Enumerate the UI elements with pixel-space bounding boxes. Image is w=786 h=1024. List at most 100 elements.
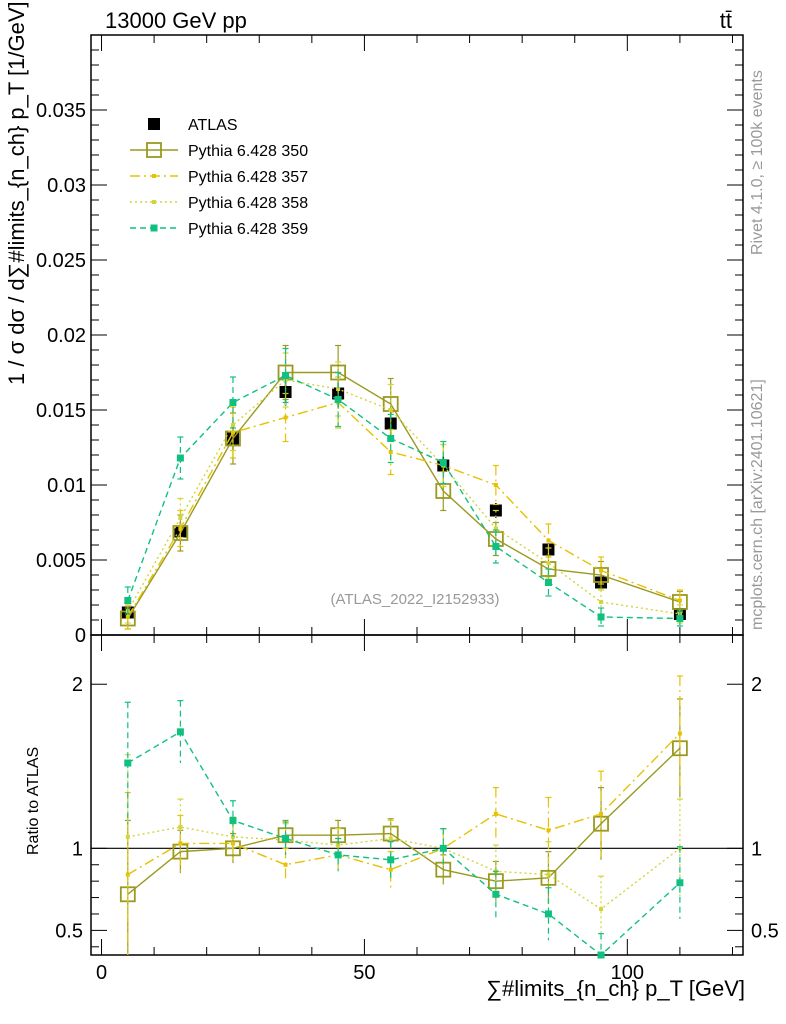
data-point bbox=[334, 396, 342, 403]
data-point bbox=[677, 598, 682, 603]
legend-label: Pythia 6.428 359 bbox=[188, 221, 308, 238]
data-point bbox=[283, 415, 288, 420]
analysis-reference-label: (ATLAS_2022_I2152933) bbox=[330, 591, 499, 608]
legend-marker bbox=[146, 142, 162, 158]
ratio-tick-label: 0.5 bbox=[751, 920, 779, 942]
data-point bbox=[124, 597, 132, 604]
ratio-point bbox=[176, 728, 184, 736]
data-point bbox=[230, 423, 235, 427]
ratio-point bbox=[546, 828, 551, 833]
data-point bbox=[492, 543, 500, 550]
chart-title-right: tt̄ bbox=[720, 8, 732, 33]
legend-item: ATLAS bbox=[148, 117, 238, 134]
legend-item: Pythia 6.428 357 bbox=[130, 169, 308, 186]
x-axis-label: ∑#limits_{n_ch} p_T [GeV] bbox=[486, 976, 745, 1001]
ratio-point bbox=[493, 811, 498, 816]
ratio-point bbox=[492, 890, 500, 898]
data-point bbox=[493, 526, 498, 531]
data-point bbox=[546, 538, 551, 543]
y-tick-label: 0.01 bbox=[47, 475, 86, 497]
data-point bbox=[125, 615, 130, 619]
x-tick-label: 50 bbox=[353, 962, 375, 984]
data-point bbox=[599, 568, 604, 573]
y-tick-label: 0.015 bbox=[36, 400, 86, 422]
data-point bbox=[387, 435, 395, 442]
data-point bbox=[336, 387, 341, 391]
ratio-point bbox=[225, 840, 241, 857]
main-y-axis-label: 1 / σ dσ / d∑#limits_{n_ch} p_T [1/GeV] bbox=[4, 1, 29, 385]
series-line bbox=[127, 401, 681, 618]
data-point bbox=[599, 600, 604, 604]
ratio-point bbox=[599, 907, 604, 912]
y-tick-label: 0.03 bbox=[47, 175, 86, 197]
legend-marker bbox=[152, 174, 156, 178]
data-point bbox=[230, 430, 235, 435]
legend-label: Pythia 6.428 350 bbox=[188, 143, 308, 160]
ratio-point bbox=[387, 856, 395, 864]
legend-item: Pythia 6.428 350 bbox=[130, 142, 308, 160]
ratio-series-line bbox=[127, 747, 681, 895]
data-point bbox=[388, 450, 393, 454]
ratio-point bbox=[439, 844, 447, 852]
ratio-plot-frame bbox=[90, 634, 744, 956]
ratio-point bbox=[388, 836, 393, 841]
series-pythia-6-428-358 bbox=[124, 352, 683, 942]
main-axis-ticks: 0 0.005 0.01 0.015 0.02 0.025 0.03 0.035 bbox=[36, 35, 743, 647]
ratio-point bbox=[544, 910, 552, 918]
y-tick-label: 0.035 bbox=[36, 100, 86, 122]
ratio-tick-label: 1 bbox=[751, 838, 762, 860]
legend-marker bbox=[152, 200, 156, 204]
data-point bbox=[544, 579, 552, 586]
ratio-axis-ticks: 0 50 100 0.5 0.5 1 1 2 2 bbox=[55, 635, 779, 984]
ratio-tick-label: 2 bbox=[751, 674, 762, 696]
x-tick-label: 0 bbox=[96, 962, 107, 984]
data-point bbox=[178, 516, 183, 520]
ratio-point bbox=[597, 951, 605, 959]
x-tick-label: 100 bbox=[611, 962, 644, 984]
ratio-point bbox=[676, 879, 684, 887]
y-tick-label: 0.005 bbox=[36, 550, 86, 572]
data-point bbox=[282, 372, 290, 379]
legend-marker bbox=[150, 224, 158, 232]
ratio-point bbox=[230, 834, 235, 839]
series-line bbox=[127, 379, 681, 615]
data-point bbox=[388, 408, 393, 412]
series-pythia-6-428-359 bbox=[124, 347, 684, 959]
data-point bbox=[439, 459, 447, 466]
ratio-point bbox=[282, 834, 290, 842]
ratio-tick-label: 0.5 bbox=[55, 920, 83, 942]
series-pythia-6-428-350 bbox=[119, 344, 688, 955]
ratio-point bbox=[546, 872, 551, 877]
ratio-series-line bbox=[127, 732, 681, 876]
ratio-point bbox=[229, 816, 237, 824]
ratio-point bbox=[178, 841, 183, 846]
ratio-y-axis-label: Ratio to ATLAS bbox=[25, 747, 42, 855]
ratio-point bbox=[125, 834, 130, 839]
legend-item: Pythia 6.428 358 bbox=[130, 195, 308, 212]
data-series-layer bbox=[119, 344, 688, 959]
data-point bbox=[676, 615, 684, 622]
ratio-point bbox=[124, 759, 132, 767]
ratio-tick-label: 2 bbox=[72, 674, 83, 696]
ratio-series-line bbox=[127, 826, 681, 910]
y-tick-label: 0 bbox=[75, 625, 86, 647]
ratio-tick-label: 1 bbox=[72, 838, 83, 860]
ratio-point bbox=[334, 851, 342, 859]
legend-label: Pythia 6.428 358 bbox=[188, 195, 308, 212]
rivet-version-label: Rivet 4.1.0, ≥ 100k events bbox=[749, 70, 766, 255]
series-line bbox=[127, 371, 681, 619]
y-tick-label: 0.02 bbox=[47, 325, 86, 347]
data-point bbox=[597, 613, 605, 621]
series-pythia-6-428-357 bbox=[124, 376, 683, 955]
ratio-point bbox=[599, 811, 604, 816]
data-point bbox=[546, 561, 551, 565]
y-tick-label: 0.025 bbox=[36, 250, 86, 272]
ratio-point bbox=[336, 843, 341, 848]
data-point bbox=[493, 483, 498, 487]
legend-item: Pythia 6.428 359 bbox=[130, 221, 308, 238]
ratio-point bbox=[540, 869, 557, 886]
ratio-point bbox=[178, 825, 183, 829]
ratio-point bbox=[388, 867, 393, 872]
legend-marker bbox=[148, 118, 160, 130]
